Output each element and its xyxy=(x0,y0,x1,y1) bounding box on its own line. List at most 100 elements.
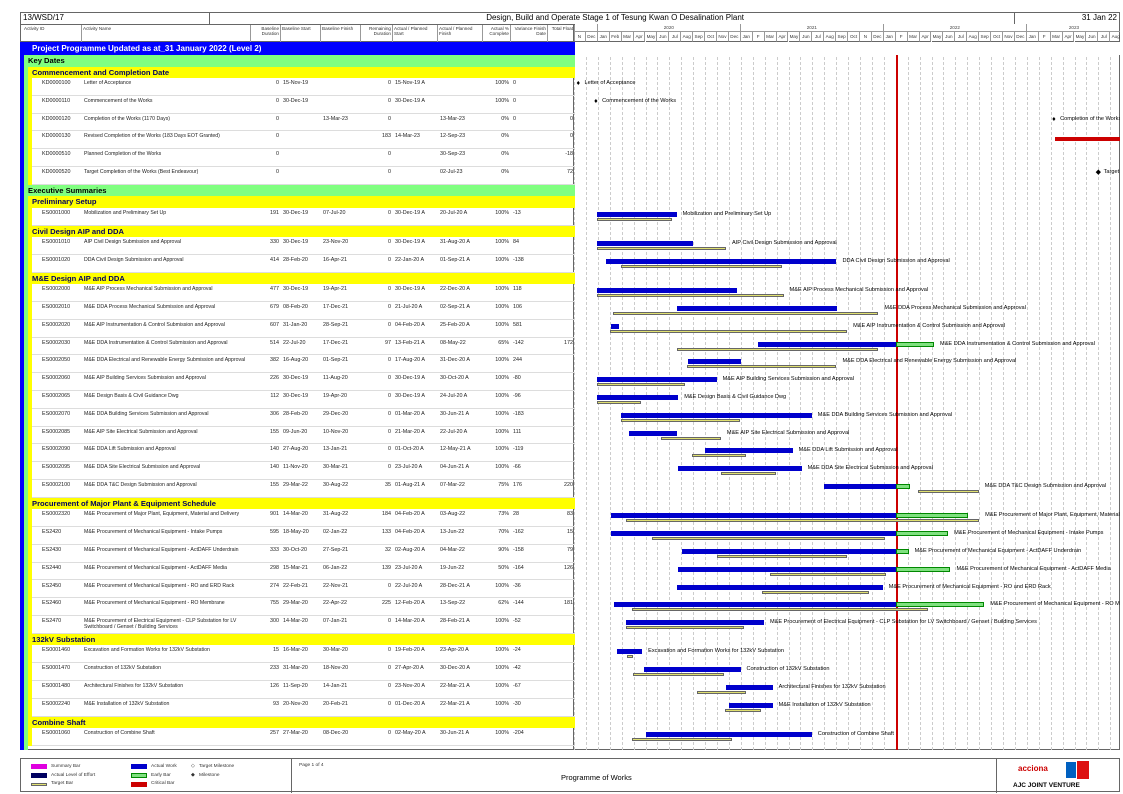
actual-work-bar xyxy=(677,306,837,311)
table-row[interactable]: ES0002070 M&E DDA Building Services Submi… xyxy=(32,409,575,427)
section-band[interactable]: Civil Design AIP and DDA xyxy=(28,225,575,238)
year-header: 2020 xyxy=(597,24,741,32)
table-row[interactable]: ES0002085 M&E AIP Site Electrical Submiss… xyxy=(32,427,575,445)
cell-name: Mobilization and Preliminary Set Up xyxy=(84,209,167,216)
column-header-8[interactable]: Actual % Complete xyxy=(483,25,511,42)
table-row[interactable]: KD0000130 Revised Completion of the Works… xyxy=(32,131,575,150)
milestone-icon: ♦ xyxy=(1052,115,1056,123)
bar-label: M&E DDA Lift Submission and Approval xyxy=(798,447,898,454)
cell-bd: 257 xyxy=(270,730,279,737)
column-header-7[interactable]: Actual / Planned Finish xyxy=(438,25,483,42)
cell-bs: 27-Mar-20 xyxy=(283,730,308,737)
cell-tf: 0 xyxy=(570,133,573,140)
cell-name: AIP Civil Design Submission and Approval xyxy=(84,239,182,246)
section-band[interactable]: Combine Shaft xyxy=(28,716,575,729)
table-row[interactable]: KD0000510 Planned Completion of the Works… xyxy=(32,149,575,167)
cell-af: 03-Aug-22 xyxy=(440,511,466,518)
table-row[interactable]: ES0002240 M&E Installation of 132kV Subst… xyxy=(32,699,575,717)
table-row[interactable]: ES2450 M&E Procurement of Mechanical Equi… xyxy=(32,581,575,599)
section-band[interactable]: M&E Design AIP and DDA xyxy=(28,272,575,285)
cell-rd: 0 xyxy=(388,304,391,310)
table-row[interactable]: KD0000100 Letter of Acceptance 0 15-Nov-19 0… xyxy=(32,78,575,96)
column-header-5[interactable]: Remaining Duration xyxy=(361,25,393,42)
cell-bs: 18-May-20 xyxy=(283,529,309,536)
target-bar xyxy=(626,626,744,630)
table-row[interactable]: ES2420 M&E Procurement of Mechanical Equi… xyxy=(32,527,575,545)
cell-bd: 155 xyxy=(270,428,279,435)
table-row[interactable]: ES2470 M&E Procurement of Electrical Equi… xyxy=(32,616,575,634)
table-row[interactable]: ES0002030 M&E DDA Instrumentation & Contr… xyxy=(32,338,575,356)
cell-bs: 31-Mar-20 xyxy=(283,665,308,672)
month-header: Feb xyxy=(609,32,622,42)
table-row[interactable]: ES0001000 Mobilization and Preliminary Se… xyxy=(32,208,575,226)
section-band[interactable]: Preliminary Setup xyxy=(28,196,575,208)
table-row[interactable]: ES0002050 M&E DDA Electrical and Renewabl… xyxy=(32,355,575,374)
month-header: Aug xyxy=(824,32,837,42)
cell-pct: 100% xyxy=(495,239,509,246)
table-row[interactable]: ES0001010 AIP Civil Design Submission and… xyxy=(32,237,575,255)
column-header-10[interactable]: Total Float xyxy=(548,25,575,42)
column-header-2[interactable]: Baseline Duration xyxy=(251,25,281,42)
table-row[interactable]: ES0002065 M&E Design Basis & Civil Guidan… xyxy=(32,391,575,409)
early-bar xyxy=(896,602,985,608)
table-row[interactable]: KD0000120 Completion of the Works (1170 D… xyxy=(32,114,575,132)
target-bar xyxy=(721,472,776,476)
table-row[interactable]: ES2430 M&E Procurement of Mechanical Equi… xyxy=(32,545,575,563)
table-row[interactable]: ES0002000 M&E AIP Process Mechanical Subm… xyxy=(32,284,575,302)
table-row[interactable]: KD0000520 Target Completion of the Works … xyxy=(32,167,575,185)
cell-bd: 191 xyxy=(270,209,279,216)
table-row[interactable]: ES0002320 M&E Procurement of Major Plant,… xyxy=(32,509,575,528)
cell-bf: 17-Dec-21 xyxy=(323,304,349,310)
cell-bf: 02-Jan-22 xyxy=(323,529,348,536)
table-row[interactable]: ES0001470 Construction of 132kV Substatio… xyxy=(32,663,575,681)
table-row[interactable]: ES2440 M&E Procurement of Mechanical Equi… xyxy=(32,563,575,581)
table-row[interactable]: ES0001480 Architectural Finishes for 132k… xyxy=(32,681,575,699)
gridline xyxy=(776,42,778,750)
month-header: Apr xyxy=(776,32,789,42)
month-header: May xyxy=(788,32,801,42)
table-row[interactable]: ES0002090 M&E DDA Lift Submission and App… xyxy=(32,444,575,463)
actual-work-bar xyxy=(611,323,620,329)
section-band[interactable]: Procurement of Major Plant & Equipment S… xyxy=(28,497,575,510)
level-indent-strip xyxy=(28,716,32,746)
cell-bf: 22-Nov-21 xyxy=(323,582,349,589)
table-row[interactable]: ES0002060 M&E AIP Building Services Submi… xyxy=(32,373,575,391)
cell-id: ES0001460 xyxy=(42,647,71,654)
table-row[interactable]: KD0000110 Commencement of the Works 0 30-De… xyxy=(32,96,575,114)
cell-bf: 19-Apr-21 xyxy=(323,286,347,293)
gridline xyxy=(907,42,909,750)
section-band[interactable]: 132kV Substation xyxy=(28,633,575,646)
cell-as: 14-Mar-23 xyxy=(395,133,420,140)
cell-pct: 100% xyxy=(495,393,509,399)
level-indent-strip xyxy=(20,55,24,750)
section-band[interactable]: Key Dates xyxy=(24,55,575,67)
table-row[interactable]: ES0002100 M&E DDA T&C Design Submission a… xyxy=(32,480,575,498)
column-header-0[interactable]: Activity ID xyxy=(23,25,82,42)
cell-bd: 300 xyxy=(270,618,279,625)
column-header-6[interactable]: Actual / Planned Start xyxy=(393,25,438,42)
column-header-3[interactable]: Baseline Start xyxy=(281,25,321,42)
target-bar xyxy=(620,418,741,422)
column-header-9[interactable]: Variance Finish Date xyxy=(511,25,548,42)
cell-bs: 29-Mar-20 xyxy=(283,600,308,607)
section-band[interactable]: Executive Summaries xyxy=(24,184,575,197)
column-header-1[interactable]: Activity Name xyxy=(82,25,251,42)
table-row[interactable]: ES0001020 DDA Civil Design Submission and… xyxy=(32,255,575,273)
project-title: Design, Build and Operate Stage 1 of Tes… xyxy=(210,12,1015,24)
table-row[interactable]: ES0002095 M&E DDA Site Electrical Submiss… xyxy=(32,462,575,480)
table-row[interactable]: ES2460 M&E Procurement of Mechanical Equi… xyxy=(32,598,575,617)
year-header: 2022 xyxy=(883,24,1027,32)
cell-name: M&E DDA T&C Design Submission and Approv… xyxy=(84,482,197,488)
table-row[interactable]: ES0001060 Construction of Combine Shaft 25… xyxy=(32,728,575,746)
column-header-4[interactable]: Baseline Finish xyxy=(321,25,361,42)
cell-pct: 100% xyxy=(495,428,509,435)
target-bar xyxy=(597,217,672,221)
month-header: Jan xyxy=(597,32,610,42)
cell-tf: 15 xyxy=(567,529,573,536)
cell-name: M&E AIP Building Services Submission and… xyxy=(84,375,206,382)
cell-bd: 93 xyxy=(273,700,279,707)
table-row[interactable]: ES0001460 Excavation and Formation Works … xyxy=(32,645,575,664)
table-row[interactable]: ES0002010 M&E DDA Process Mechanical Subm… xyxy=(32,302,575,320)
table-row[interactable]: ES0002020 M&E AIP Instrumentation & Contr… xyxy=(32,320,575,338)
section-band[interactable]: Commencement and Completion Date xyxy=(28,66,575,78)
